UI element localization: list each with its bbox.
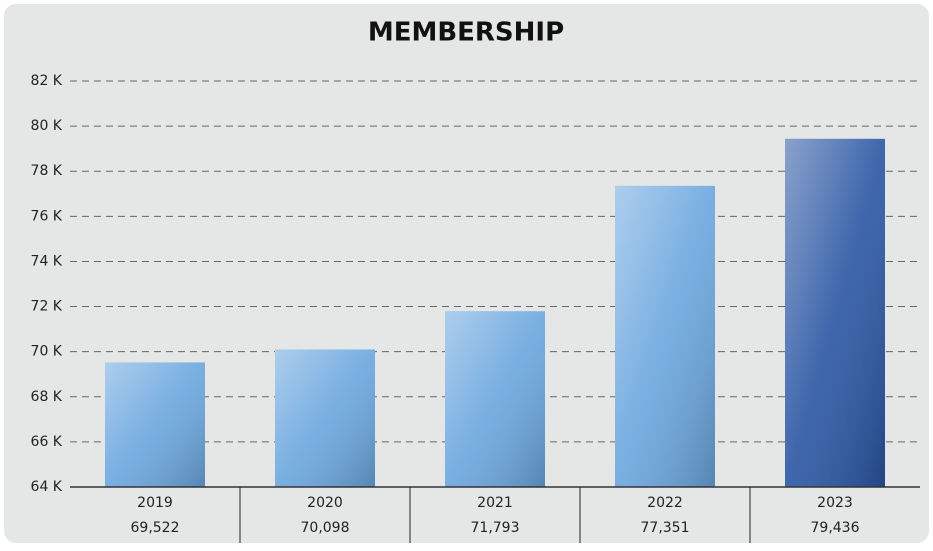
x-tick-label: 2023 [817,495,853,511]
y-tick-label: 64 K [31,479,63,495]
y-tick-label: 82 K [31,73,63,89]
y-tick-label: 72 K [31,299,63,315]
y-tick-label: 78 K [31,163,63,179]
y-tick-label: 70 K [31,344,63,360]
chart-title: MEMBERSHIP [368,18,564,48]
value-label: 77,351 [641,520,690,536]
bar-shade [105,362,205,487]
value-label: 71,793 [471,520,520,536]
value-label: 79,436 [811,520,860,536]
x-tick-label: 2022 [647,495,683,511]
y-tick-label: 66 K [31,434,63,450]
value-label: 69,522 [131,520,180,536]
bar-shade [275,349,375,487]
y-tick-label: 76 K [31,208,63,224]
y-tick-label: 80 K [31,118,63,134]
bar-shade [615,185,715,487]
value-label: 70,098 [301,520,350,536]
y-tick-label: 74 K [31,253,63,269]
y-tick-label: 68 K [31,389,63,405]
x-tick-label: 2020 [307,495,343,511]
bar-shade [445,311,545,487]
x-tick-label: 2019 [137,495,173,511]
bar-shade [785,138,885,487]
x-tick-label: 2021 [477,495,513,511]
